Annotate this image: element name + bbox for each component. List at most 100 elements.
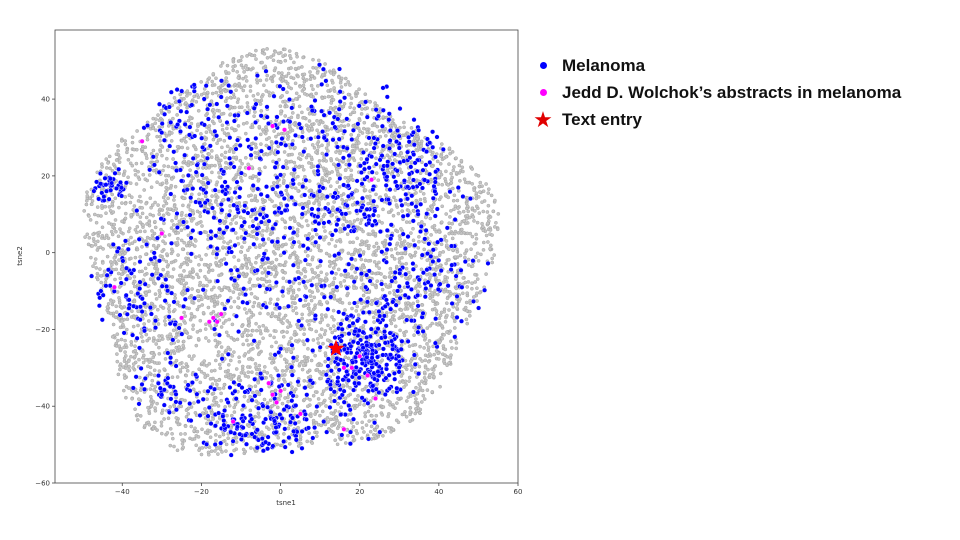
background-point <box>368 194 372 199</box>
background-point <box>93 212 97 217</box>
background-point <box>348 385 352 390</box>
background-point <box>249 315 253 319</box>
background-point <box>248 277 252 282</box>
background-point <box>438 161 443 166</box>
background-point <box>284 162 289 166</box>
background-point <box>334 167 339 171</box>
background-point <box>196 336 201 341</box>
background-point <box>314 434 319 439</box>
background-point <box>325 416 330 420</box>
background-point <box>496 212 501 216</box>
background-point <box>316 144 321 149</box>
background-point <box>144 156 149 161</box>
background-point <box>262 397 267 402</box>
background-point <box>462 177 467 181</box>
background-point <box>439 154 443 159</box>
background-point <box>155 307 160 312</box>
background-point <box>268 76 273 81</box>
background-point <box>402 333 407 338</box>
background-point <box>383 238 388 243</box>
background-point <box>237 359 242 364</box>
background-point <box>454 156 458 160</box>
background-point <box>136 309 140 314</box>
background-point <box>253 384 258 389</box>
background-point <box>326 94 331 99</box>
background-point <box>386 414 390 419</box>
background-point <box>333 110 338 115</box>
background-point <box>129 290 134 295</box>
background-point <box>447 162 451 166</box>
background-point <box>474 191 479 195</box>
background-point <box>304 286 308 290</box>
background-point <box>280 94 285 98</box>
background-point <box>163 357 168 361</box>
background-point <box>106 236 111 241</box>
background-point <box>315 288 320 293</box>
background-point <box>212 332 217 337</box>
background-point <box>179 228 184 232</box>
background-point <box>139 199 143 204</box>
background-point <box>369 424 374 429</box>
background-point <box>286 197 291 202</box>
background-point <box>296 189 301 193</box>
background-point <box>495 227 500 232</box>
background-point <box>309 83 314 88</box>
background-point <box>107 221 111 225</box>
background-point <box>232 410 237 414</box>
background-point <box>153 406 157 410</box>
plot-area <box>54 29 519 484</box>
background-point <box>148 196 153 200</box>
background-point <box>161 204 166 208</box>
background-point <box>221 245 225 249</box>
background-point <box>409 126 414 130</box>
background-point <box>217 293 222 298</box>
background-point <box>140 211 145 216</box>
background-point <box>253 110 257 114</box>
background-point <box>307 368 312 373</box>
background-point <box>466 280 471 284</box>
background-point <box>234 286 239 291</box>
background-point <box>282 377 286 382</box>
background-point <box>410 356 415 361</box>
background-point <box>464 317 469 322</box>
background-point <box>409 231 413 235</box>
background-point <box>240 364 245 369</box>
background-point <box>164 259 169 264</box>
background-point <box>302 354 307 359</box>
background-point <box>375 271 380 276</box>
background-point <box>235 236 240 240</box>
background-point <box>272 68 277 73</box>
background-point <box>265 56 270 60</box>
background-point <box>176 236 180 241</box>
background-point <box>271 180 276 185</box>
background-point <box>214 90 219 95</box>
background-point <box>380 397 385 402</box>
background-point <box>390 317 395 322</box>
background-point <box>355 421 360 425</box>
background-point <box>243 307 247 311</box>
background-point <box>139 335 144 339</box>
background-point <box>286 71 291 76</box>
background-point <box>493 198 497 203</box>
background-point <box>245 333 250 338</box>
background-point <box>197 220 201 225</box>
background-point <box>177 345 181 350</box>
background-point <box>351 124 356 128</box>
background-point <box>223 369 228 374</box>
background-point <box>185 146 190 150</box>
background-point <box>187 295 192 300</box>
background-point <box>321 369 326 374</box>
background-point <box>252 300 257 305</box>
background-point <box>151 148 156 153</box>
background-point <box>169 391 173 396</box>
background-point <box>222 285 227 290</box>
background-point <box>213 433 218 437</box>
background-point <box>188 199 193 204</box>
background-point <box>471 215 476 219</box>
background-point <box>249 291 254 296</box>
background-point <box>284 159 288 163</box>
background-point <box>127 193 132 197</box>
background-point <box>223 155 227 160</box>
background-point <box>130 163 135 168</box>
background-point <box>183 321 187 325</box>
